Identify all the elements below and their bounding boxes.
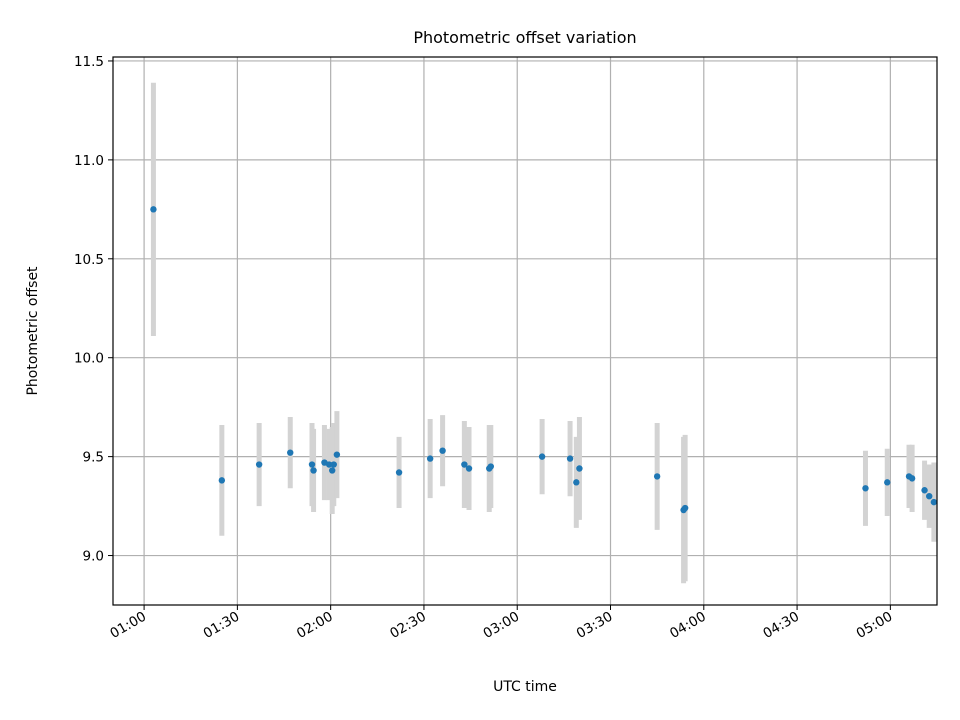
plot-frame [112, 56, 938, 606]
y-tick-label: 11.0 [74, 153, 104, 169]
data-point [395, 469, 403, 476]
data-point [487, 463, 494, 470]
y-axis-ticks: 9.0 9.5 10.0 10.5 11.0 11.5 [74, 54, 113, 565]
data-point [308, 461, 316, 468]
data-point [426, 455, 434, 462]
data-point [573, 479, 580, 486]
y-tick-label: 11.5 [74, 54, 104, 70]
data-point [681, 504, 689, 512]
y-tick-label: 10.0 [74, 351, 104, 367]
y-tick-label: 9.5 [83, 450, 104, 466]
data-point [310, 467, 317, 474]
x-axis-label: UTC time [493, 679, 557, 695]
data-point [439, 447, 446, 454]
y-axis-label: Photometric offset [25, 266, 41, 396]
data-point [908, 475, 916, 482]
data-point [862, 485, 869, 492]
data-point [330, 461, 337, 468]
data-point [576, 465, 583, 472]
data-point [926, 492, 933, 500]
data-point [566, 455, 574, 462]
data-point [287, 449, 294, 456]
data-point [461, 461, 468, 468]
grid [113, 57, 937, 605]
data-point [255, 461, 263, 468]
y-tick-label: 9.0 [83, 549, 104, 565]
data-points [150, 206, 938, 514]
data-point [921, 487, 928, 494]
data-point [884, 479, 891, 486]
y-tick-label: 10.5 [74, 252, 104, 268]
chart-title: Photometric offset variation [413, 28, 636, 47]
data-point [325, 461, 333, 468]
data-point [150, 206, 157, 213]
data-point [465, 465, 473, 472]
data-point [930, 498, 938, 506]
data-point [653, 473, 661, 480]
data-point [538, 453, 546, 460]
data-point [329, 467, 336, 474]
data-point [333, 451, 341, 458]
data-point [218, 477, 226, 484]
